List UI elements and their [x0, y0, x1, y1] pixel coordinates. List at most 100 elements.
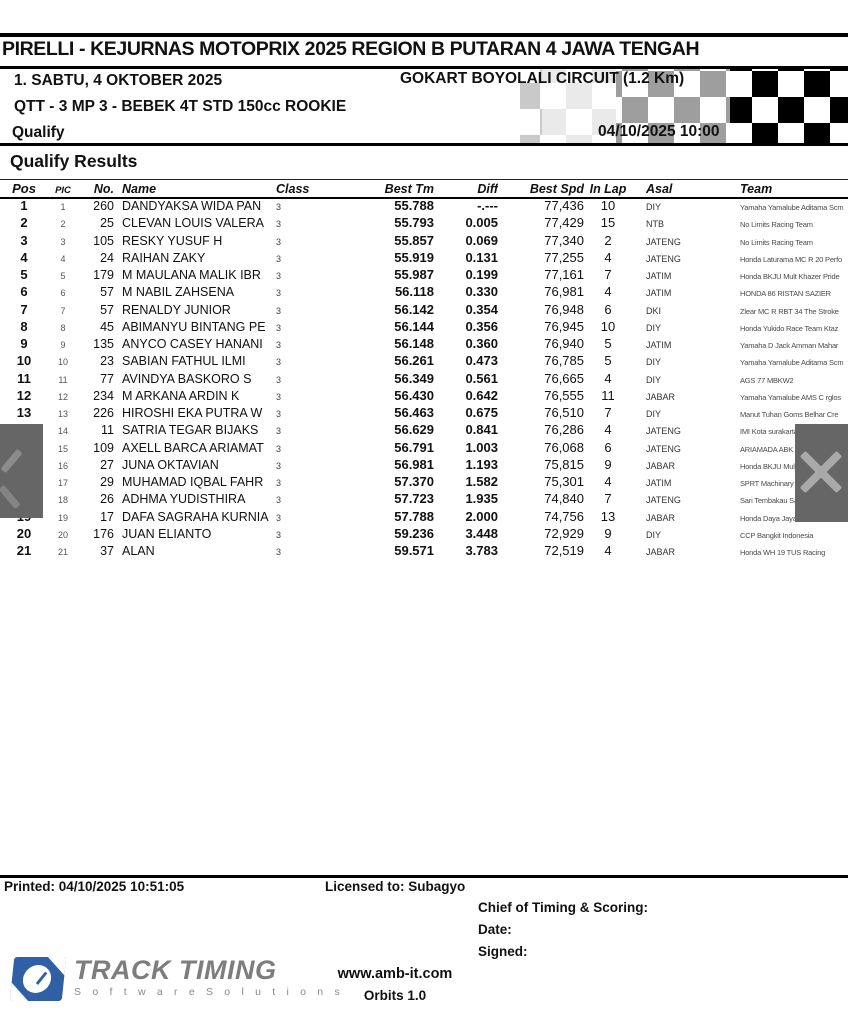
asal-cell: DKI	[646, 305, 662, 316]
in-lap-cell: 13	[600, 508, 616, 524]
header-bottom-line	[0, 143, 848, 146]
pos-cell: 2	[20, 215, 28, 231]
pic-cell: 14	[57, 426, 68, 437]
table-row: 14 14 11 SATRIA TEGAR BIJAKS 3 56.629 0.…	[0, 421, 848, 438]
diff-cell: 0.473	[465, 353, 498, 369]
best-speed-cell: 76,286	[544, 422, 584, 438]
col-no: No.	[93, 182, 114, 196]
pic-cell: 1	[60, 202, 66, 212]
best-time-cell: 56.118	[394, 284, 434, 300]
team-cell: ARIAMADA ABK MC R KOIZL	[740, 444, 836, 454]
in-lap-cell: 4	[604, 249, 612, 265]
chief-of-timing-label: Chief of Timing & Scoring:	[478, 900, 648, 915]
best-time-cell: 56.463	[394, 405, 434, 420]
rider-name-cell: DANDYAKSA WIDA PAN	[122, 199, 262, 213]
table-row: 2 2 25 CLEVAN LOUIS VALERA 3 55.793 0.00…	[0, 214, 848, 231]
results-heading: Qualify Results	[10, 151, 138, 171]
diff-cell: 0.561	[465, 370, 498, 386]
in-lap-cell: 4	[604, 284, 612, 300]
best-time-cell: 57.723	[394, 491, 434, 507]
event-date: 1. SABTU, 4 OKTOBER 2025	[14, 72, 223, 89]
rider-name-cell: SABIAN FATHUL ILMI	[122, 354, 246, 369]
rider-name-cell: M NABIL ZAHSENA	[122, 285, 235, 300]
pic-cell: 13	[57, 409, 68, 419]
best-time-cell: 56.430	[394, 387, 434, 403]
rider-name-cell: MUHAMAD IQBAL FAHR	[122, 475, 264, 489]
rider-name-cell: JUNA OKTAVIAN	[122, 457, 219, 472]
best-time-cell: 56.142	[394, 301, 434, 317]
logo-subtitle: S o f t w a r e S o l u t i o n s	[74, 986, 344, 998]
pic-cell: 20	[57, 529, 68, 540]
diff-cell: 0.131	[465, 249, 498, 265]
number-cell: 57	[100, 302, 114, 317]
licensed-to: Licensed to: Subagyo	[325, 879, 466, 894]
best-time-cell: 59.571	[394, 543, 434, 558]
pos-cell: 12	[16, 387, 32, 403]
table-row: 12 12 234 M ARKANA ARDIN K 3 56.430 0.64…	[0, 387, 848, 404]
asal-cell: JATENG	[646, 426, 681, 437]
pic-cell: 12	[57, 391, 68, 402]
number-cell: 260	[93, 199, 114, 213]
in-lap-cell: 7	[604, 267, 612, 282]
number-cell: 27	[100, 457, 114, 472]
table-row: 1 1 260 DANDYAKSA WIDA PAN 3 55.788 -.--…	[0, 197, 848, 214]
stopwatch-icon	[9, 957, 67, 1001]
pic-cell: 6	[60, 288, 66, 299]
number-cell: 176	[93, 526, 114, 541]
asal-cell: DIY	[646, 374, 662, 385]
class-cell: 3	[276, 305, 282, 316]
orbits-version: Orbits 1.0	[363, 988, 427, 1003]
class-cell: 3	[276, 288, 282, 299]
pos-cell: 21	[16, 543, 32, 558]
rider-name-cell: RENALDY JUNIOR	[122, 302, 231, 317]
diff-cell: 0.642	[465, 387, 498, 403]
session-class: QTT - 3 MP 3 - BEBEK 4T STD 150cc ROOKIE	[14, 98, 347, 115]
class-cell: 3	[276, 547, 282, 557]
diff-cell: 0.330	[465, 284, 498, 300]
rider-name-cell: CLEVAN LOUIS VALERA	[122, 216, 264, 231]
pic-cell: 7	[60, 305, 66, 316]
col-pic: PIC	[55, 185, 71, 196]
rider-name-cell: ANYCO CASEY HANANI	[122, 337, 263, 351]
pos-cell: 5	[20, 267, 28, 282]
best-speed-cell: 76,068	[544, 439, 584, 455]
pos-cell: 7	[20, 301, 28, 317]
diff-cell: 0.675	[465, 405, 498, 420]
class-cell: 3	[276, 478, 282, 488]
number-cell: 234	[93, 388, 114, 403]
in-lap-cell: 2	[604, 232, 612, 248]
in-lap-cell: 4	[604, 422, 612, 438]
pos-cell: 6	[20, 284, 28, 300]
pic-cell: 5	[60, 271, 66, 281]
pos-cell: 3	[20, 232, 28, 248]
pic-cell: 21	[57, 547, 68, 557]
asal-cell: JABAR	[646, 460, 676, 471]
best-speed-cell: 76,948	[544, 301, 584, 317]
asal-cell: DIY	[646, 322, 662, 333]
logo-text: TRACK TIMING S o f t w a r e S o l u t i…	[74, 957, 344, 999]
class-cell: 3	[276, 409, 282, 419]
class-cell: 3	[276, 340, 282, 350]
class-cell: 3	[276, 357, 282, 368]
pic-cell: 11	[58, 374, 68, 385]
table-row: 8 8 45 ABIMANYU BINTANG PE 3 56.144 0.35…	[0, 318, 848, 335]
pos-cell: 13	[16, 405, 32, 420]
col-diff: Diff	[477, 182, 498, 196]
rider-name-cell: AXELL BARCA ARIAMAT	[122, 440, 264, 455]
best-speed-cell: 76,981	[544, 284, 584, 300]
diff-cell: 0.069	[465, 232, 498, 248]
top-border-line	[0, 33, 848, 37]
table-row: 19 19 17 DAFA SAGRAHA KURNIA 3 57.788 2.…	[0, 508, 848, 525]
pic-cell: 18	[57, 495, 68, 506]
in-lap-cell: 4	[604, 543, 612, 558]
number-cell: 179	[93, 268, 114, 282]
table-row: 15 15 109 AXELL BARCA ARIAMAT 3 56.791 1…	[0, 439, 848, 456]
number-cell: 23	[100, 354, 114, 369]
track-timing-logo: TRACK TIMING S o f t w a r e S o l u t i…	[9, 957, 344, 1001]
best-time-cell: 55.857	[394, 232, 434, 248]
table-row: 5 5 179 M MAULANA MALIK IBR 3 55.987 0.1…	[0, 266, 848, 283]
in-lap-cell: 10	[600, 198, 616, 213]
col-class: Class	[276, 182, 310, 196]
team-cell: Yamaha Yamalube Aditama Scm	[740, 203, 844, 212]
